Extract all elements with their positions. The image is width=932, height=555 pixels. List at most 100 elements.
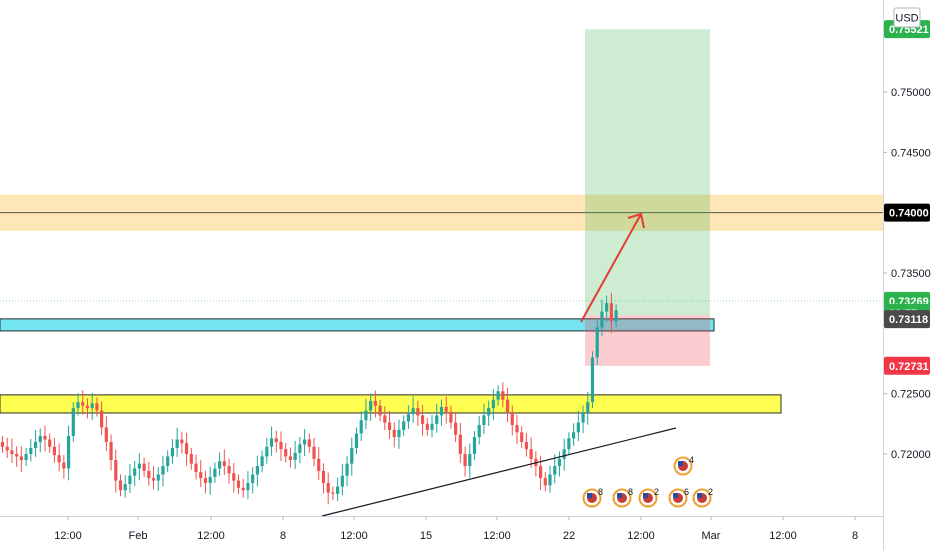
price-axis[interactable]: 0.720000.725000.735000.745000.750000.755… — [883, 20, 931, 461]
candle-body — [5, 446, 9, 451]
candle — [137, 453, 141, 481]
projection-arrow-head — [627, 212, 645, 229]
candle — [392, 422, 396, 448]
candle — [458, 422, 462, 463]
time-tick-label: 8 — [280, 530, 286, 542]
candle-body — [317, 458, 321, 471]
candle — [468, 443, 472, 478]
time-tick-label: Feb — [129, 530, 148, 542]
entry-zone[interactable] — [0, 318, 715, 332]
projection-arrow-line[interactable] — [580, 213, 642, 323]
currency-button[interactable] — [893, 7, 921, 28]
flag-canton — [697, 493, 702, 498]
candle — [166, 450, 170, 473]
candle — [359, 411, 363, 441]
candle — [331, 486, 335, 500]
economic-event-icon[interactable]: 4 — [673, 455, 695, 476]
economic-event-icon[interactable]: 2 — [638, 487, 660, 508]
candle — [562, 438, 566, 471]
candle — [482, 403, 486, 434]
time-tick-label: 12:00 — [340, 530, 368, 542]
economic-event-icon[interactable]: 6 — [668, 487, 690, 508]
price-tag-level[interactable]: 0.74000 — [884, 203, 930, 222]
time-axis[interactable]: 12:00 Feb 12:00 8 12:00 15 12:00 22 12:00 Mar 12:0… — [54, 516, 858, 542]
position-layer[interactable] — [585, 29, 710, 366]
candle — [128, 463, 132, 494]
candle-body — [213, 468, 217, 477]
candle-body — [208, 476, 212, 483]
candle — [317, 447, 321, 480]
candle-body — [416, 408, 420, 416]
candle-body — [336, 486, 340, 494]
time-tick-label: 12:00 — [197, 530, 225, 542]
candle — [85, 398, 90, 419]
economic-event-icon[interactable]: 8 — [582, 487, 604, 508]
candle — [609, 292, 613, 334]
position-loss-area[interactable] — [585, 315, 710, 366]
candle — [439, 399, 444, 426]
candle — [208, 466, 212, 495]
candle-body — [369, 400, 373, 411]
candle — [336, 477, 340, 502]
flag-canton — [673, 493, 678, 498]
candle — [76, 393, 80, 416]
candle-body — [284, 449, 288, 457]
candle-body — [255, 466, 259, 475]
candle-body — [425, 423, 429, 430]
event-count: 8 — [628, 487, 633, 497]
currency-label: USD — [895, 13, 918, 25]
candle-body — [345, 463, 349, 476]
candle-body — [104, 427, 108, 442]
candle — [5, 437, 9, 458]
candle-body — [222, 461, 226, 467]
candle — [279, 431, 283, 461]
time-tick-label: 15 — [420, 530, 432, 542]
price-tag-stop[interactable]: 0.72731 — [884, 356, 930, 375]
candle-body — [590, 357, 595, 403]
candle-body — [48, 439, 52, 447]
price-tag-bg — [884, 203, 930, 222]
candle-body — [236, 480, 241, 488]
candle — [24, 447, 28, 467]
economic-event-icon[interactable]: 2 — [692, 487, 714, 508]
position-profit-area[interactable] — [585, 29, 710, 316]
price-tag-entry[interactable]: 0.73118 — [884, 310, 930, 329]
candle-body — [439, 406, 444, 416]
event-count: 6 — [684, 487, 689, 497]
candle — [90, 392, 94, 420]
candle — [213, 462, 217, 483]
candle — [170, 439, 175, 464]
event-count: 8 — [598, 487, 603, 497]
candle — [435, 403, 439, 433]
candle-body — [609, 303, 613, 322]
drawings-layer[interactable] — [321, 212, 677, 517]
candle — [572, 423, 576, 446]
candle — [71, 402, 75, 442]
support-zone[interactable] — [0, 394, 782, 414]
candle — [416, 400, 420, 426]
candle-body — [114, 460, 118, 481]
candle-body — [33, 441, 38, 448]
economic-event-icon[interactable]: 8 — [612, 487, 634, 508]
candle — [95, 397, 99, 417]
candle — [510, 405, 514, 436]
candle-body — [279, 441, 283, 450]
candles-layer — [0, 292, 618, 505]
trend-line[interactable] — [321, 427, 677, 517]
candle — [81, 390, 85, 415]
candle — [520, 426, 524, 448]
candle-body — [595, 327, 599, 358]
candle-body — [491, 399, 495, 409]
zones-layer — [0, 194, 883, 414]
events-layer[interactable]: 4 8 8 2 6 2 — [582, 455, 714, 508]
candle-body — [605, 303, 609, 312]
candle — [302, 429, 307, 457]
candle-body — [76, 402, 80, 409]
candle — [430, 414, 434, 438]
candle-body — [302, 439, 307, 445]
flag-canton — [643, 493, 648, 498]
candle — [199, 460, 203, 488]
candle — [260, 450, 264, 473]
